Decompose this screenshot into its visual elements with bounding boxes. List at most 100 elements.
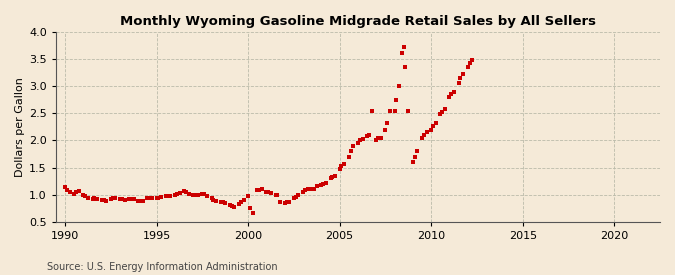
Point: [352, 141, 363, 145]
Point: [89, 196, 100, 200]
Point: [308, 187, 319, 191]
Y-axis label: Dollars per Gallon: Dollars per Gallon: [15, 77, 25, 177]
Point: [215, 199, 226, 204]
Point: [391, 98, 402, 102]
Point: [124, 197, 134, 201]
Point: [87, 197, 98, 201]
Point: [162, 194, 173, 198]
Point: [398, 45, 409, 49]
Point: [180, 190, 191, 195]
Point: [311, 184, 322, 189]
Point: [389, 108, 400, 113]
Point: [142, 196, 153, 200]
Point: [64, 190, 75, 194]
Point: [61, 188, 72, 192]
Point: [263, 190, 273, 195]
Point: [135, 198, 146, 203]
Point: [453, 81, 464, 86]
Point: [458, 72, 468, 76]
Point: [115, 197, 126, 202]
Point: [357, 137, 368, 142]
Point: [71, 190, 82, 195]
Point: [364, 133, 375, 137]
Point: [261, 190, 272, 194]
Point: [97, 198, 107, 202]
Point: [345, 149, 356, 153]
Point: [151, 196, 162, 200]
Point: [318, 182, 329, 186]
Point: [403, 108, 414, 113]
Point: [449, 89, 460, 94]
Point: [80, 194, 90, 199]
Point: [217, 199, 228, 204]
Point: [171, 191, 182, 196]
Point: [208, 198, 219, 202]
Point: [327, 175, 338, 180]
Point: [226, 204, 237, 208]
Point: [165, 194, 176, 199]
Point: [293, 192, 304, 197]
Point: [101, 198, 111, 203]
Point: [298, 190, 308, 194]
Title: Monthly Wyoming Gasoline Midgrade Retail Sales by All Sellers: Monthly Wyoming Gasoline Midgrade Retail…: [120, 15, 596, 28]
Point: [334, 166, 345, 171]
Point: [199, 192, 210, 196]
Point: [197, 192, 208, 196]
Point: [126, 197, 136, 202]
Point: [98, 198, 109, 202]
Point: [400, 65, 410, 69]
Point: [439, 107, 450, 111]
Point: [385, 108, 396, 113]
Point: [161, 194, 171, 198]
Point: [446, 92, 457, 96]
Point: [252, 188, 263, 192]
Point: [444, 95, 455, 99]
Point: [373, 136, 383, 141]
Point: [302, 187, 313, 191]
Point: [144, 196, 155, 200]
Point: [247, 210, 258, 215]
Point: [236, 199, 246, 204]
Point: [179, 189, 190, 194]
Point: [256, 187, 267, 191]
Point: [367, 108, 377, 113]
Point: [288, 196, 299, 200]
Point: [105, 197, 116, 202]
Point: [192, 192, 203, 197]
Point: [202, 194, 213, 198]
Point: [321, 180, 331, 185]
Point: [188, 192, 198, 197]
Point: [229, 204, 240, 209]
Point: [275, 199, 286, 204]
Point: [279, 201, 290, 205]
Point: [156, 195, 167, 200]
Point: [362, 134, 373, 138]
Point: [467, 58, 478, 62]
Point: [281, 200, 292, 204]
Point: [69, 191, 80, 196]
Point: [354, 138, 365, 143]
Point: [238, 198, 249, 202]
Point: [266, 191, 277, 195]
Point: [153, 196, 164, 200]
Point: [437, 110, 448, 114]
Text: Source: U.S. Energy Information Administration: Source: U.S. Energy Information Administ…: [47, 262, 278, 272]
Point: [244, 206, 255, 210]
Point: [133, 198, 144, 203]
Point: [375, 136, 386, 140]
Point: [59, 185, 70, 189]
Point: [110, 196, 121, 200]
Point: [344, 155, 354, 159]
Point: [138, 198, 148, 203]
Point: [78, 192, 89, 197]
Point: [272, 192, 283, 197]
Point: [431, 121, 441, 125]
Point: [117, 197, 128, 202]
Point: [234, 202, 244, 206]
Point: [169, 193, 180, 197]
Point: [412, 149, 423, 153]
Point: [316, 183, 327, 188]
Point: [418, 133, 429, 137]
Point: [82, 196, 93, 200]
Point: [300, 188, 310, 192]
